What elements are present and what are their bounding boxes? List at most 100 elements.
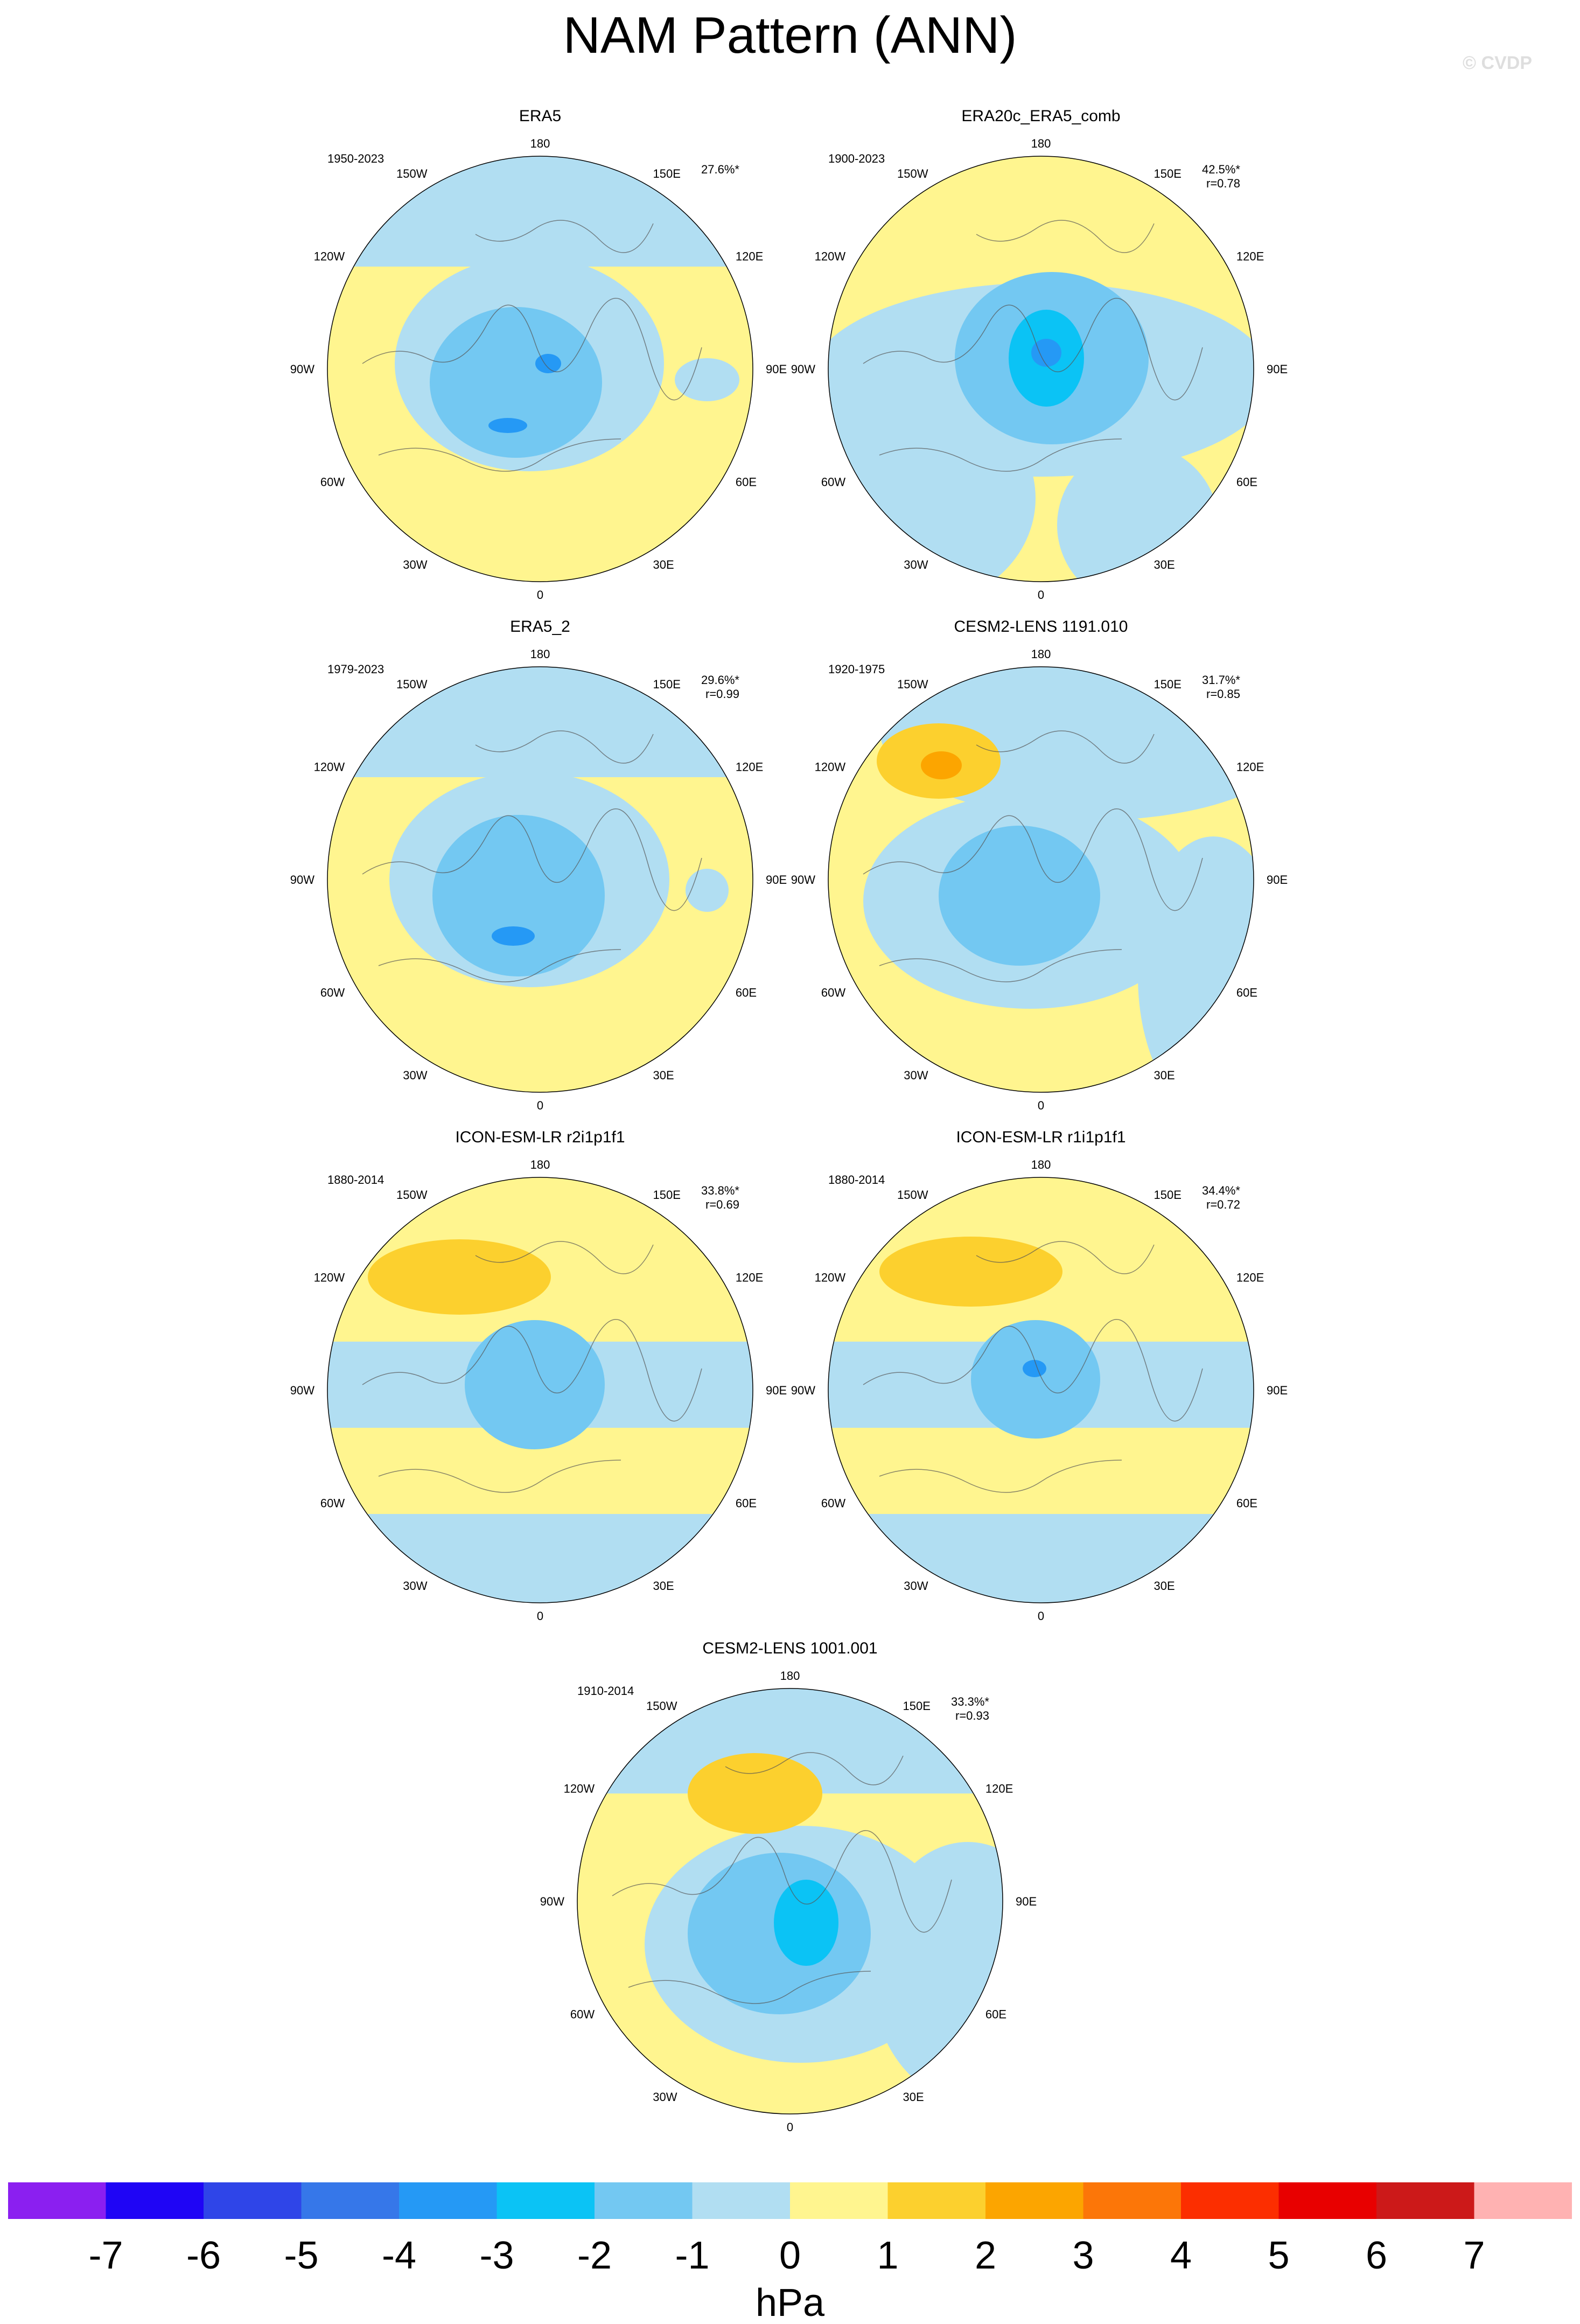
longitude-label: 60W	[821, 986, 845, 1000]
colorbar-box	[1474, 2182, 1572, 2219]
longitude-label: 90E	[766, 1384, 787, 1397]
colorbar-tick-label: -1	[675, 2234, 709, 2277]
longitude-label: 120E	[1236, 1271, 1264, 1285]
longitude-label: 30E	[1154, 558, 1175, 571]
colorbar-box	[790, 2182, 888, 2219]
colorbar-tick-label: 2	[975, 2234, 996, 2277]
longitude-label: 120E	[736, 250, 763, 263]
longitude-label: 120W	[314, 1271, 345, 1285]
longitude-label: 90E	[1267, 1384, 1288, 1397]
map-panel: 180 150E 120E 90E 60E 30E 0 30W 60W 90W 120W 150W ER…	[791, 107, 1288, 602]
map-field	[577, 1688, 1003, 2114]
colorbar-box	[1278, 2182, 1376, 2219]
map-border	[828, 666, 1254, 1093]
longitude-label: 60W	[320, 1497, 345, 1510]
longitude-label: 0	[537, 1099, 543, 1112]
longitude-label: 180	[780, 1669, 800, 1683]
contour-region	[430, 307, 602, 458]
longitude-label: 180	[530, 647, 550, 661]
longitude-label: 120W	[815, 760, 846, 774]
longitude-label: 180	[1031, 1158, 1051, 1171]
colorbar-box	[1083, 2182, 1181, 2219]
panel-correlation: r=0.72	[1206, 1198, 1240, 1211]
longitude-label: 120E	[985, 1782, 1013, 1796]
colorbar-tick-label: -5	[284, 2234, 318, 2277]
longitude-label: 90W	[791, 873, 815, 887]
coastline	[612, 1752, 952, 2004]
contour-region	[488, 418, 527, 433]
longitude-label: 60E	[736, 1497, 757, 1510]
panel-years: 1880-2014	[327, 1173, 384, 1187]
colorbar-box	[595, 2182, 693, 2219]
coastline	[863, 220, 1203, 472]
longitude-label: 60W	[320, 986, 345, 1000]
panel-title: ICON-ESM-LR r2i1p1f1	[455, 1128, 625, 1146]
panel-variance: 42.5%*	[1202, 163, 1240, 176]
coastline	[362, 730, 702, 982]
longitude-label: 60E	[1236, 1497, 1257, 1510]
coastline	[362, 1241, 702, 1493]
panel-variance: 31.7%*	[1202, 673, 1240, 687]
longitude-label: 150E	[653, 1188, 681, 1202]
map-panel: 180 150E 120E 90E 60E 30E 0 30W 60W 90W 120W 150W CE…	[540, 1639, 1037, 2134]
longitude-label: 60E	[736, 986, 757, 1000]
longitude-label: 0	[1038, 1609, 1044, 1623]
contour-region	[971, 1320, 1100, 1439]
longitude-label: 120W	[815, 250, 846, 263]
panel-title: ICON-ESM-LR r1i1p1f1	[956, 1128, 1125, 1146]
map-border	[327, 1177, 753, 1603]
longitude-label: 150W	[396, 678, 428, 691]
panel-years: 1920-1975	[828, 662, 885, 676]
longitude-label: 180	[530, 137, 550, 150]
map-panel: 180 150E 120E 90E 60E 30E 0 30W 60W 90W 120W 150W IC…	[290, 1128, 787, 1623]
panel-correlation: r=0.85	[1206, 687, 1240, 701]
map-panel: 180 150E 120E 90E 60E 30E 0 30W 60W 90W 120W 150W IC…	[791, 1128, 1288, 1623]
longitude-label: 90W	[791, 362, 815, 376]
panel-title: CESM2-LENS 1191.010	[954, 618, 1128, 636]
map-field	[828, 1177, 1254, 1603]
colorbar: -7 -6 -5 -4 -3 -2 -1 0 1 2 3 4 5 6 7	[8, 2182, 1572, 2277]
contour-region	[327, 1514, 753, 1603]
colorbar-box	[1376, 2182, 1474, 2219]
colorbar-tick-label: 5	[1268, 2234, 1289, 2277]
longitude-label: 150W	[897, 1188, 928, 1202]
contour-region	[1031, 339, 1061, 367]
panel-correlation: r=0.69	[705, 1198, 739, 1211]
contour-region	[774, 1880, 838, 1966]
map-field	[828, 156, 1254, 582]
panel-correlation: r=0.99	[705, 687, 739, 701]
colorbar-tick-label: -4	[382, 2234, 416, 2277]
longitude-label: 90W	[290, 362, 314, 376]
longitude-label: 30W	[904, 1579, 928, 1593]
longitude-label: 30E	[653, 1069, 674, 1082]
longitude-label: 0	[537, 1609, 543, 1623]
panel-variance: 29.6%*	[701, 673, 739, 687]
longitude-label: 180	[1031, 647, 1051, 661]
longitude-label: 150W	[396, 1188, 428, 1202]
watermark: © CVDP	[1463, 53, 1532, 73]
colorbar-box	[204, 2182, 302, 2219]
panel-variance: 33.8%*	[701, 1184, 739, 1197]
longitude-label: 150W	[646, 1699, 677, 1713]
longitude-label: 0	[537, 588, 543, 602]
panel-variance: 34.4%*	[1202, 1184, 1240, 1197]
longitude-label: 0	[1038, 588, 1044, 602]
longitude-label: 30W	[403, 1069, 427, 1082]
contour-region	[921, 751, 962, 779]
longitude-label: 60E	[1236, 476, 1257, 489]
map-border	[577, 1688, 1003, 2114]
panel-title: ERA5	[519, 107, 561, 125]
panel-years: 1910-2014	[577, 1684, 634, 1698]
longitude-label: 30W	[904, 558, 928, 571]
contour-region	[368, 1239, 551, 1315]
contour-region	[879, 1237, 1062, 1307]
map-field	[327, 667, 753, 1092]
map-border	[828, 156, 1254, 582]
longitude-label: 150E	[653, 678, 681, 691]
longitude-label: 180	[1031, 137, 1051, 150]
colorbar-box	[301, 2182, 399, 2219]
colorbar-tick-label: -3	[479, 2234, 514, 2277]
panel-variance: 33.3%*	[951, 1695, 989, 1708]
map-field	[327, 1177, 753, 1603]
